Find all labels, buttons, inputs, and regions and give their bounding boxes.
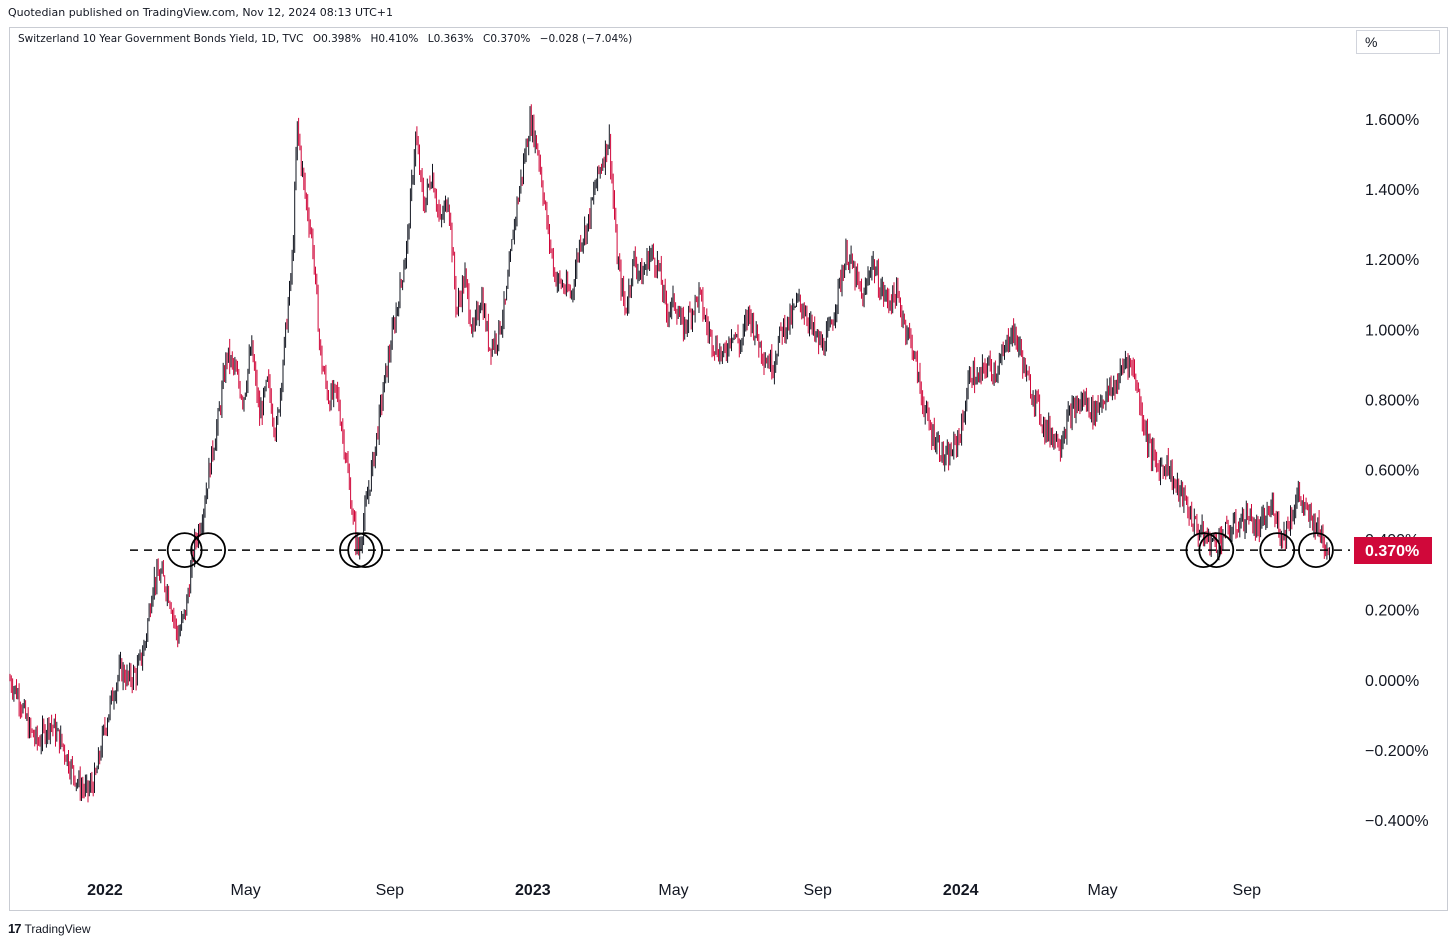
legend-symbol: Switzerland 10 Year Government Bonds Yie… (18, 33, 304, 45)
tradingview-logo-icon: 17 (8, 921, 22, 936)
y-axis: 1.600% 1.400% 1.200% 1.000% 0.800% 0.600% 0.20… (1365, 112, 1429, 830)
last-price-badge (1354, 537, 1432, 564)
chart-frame (9, 27, 1448, 911)
legend-change: −0.028 (−7.04%) (539, 33, 633, 45)
y-tick-label: 1.200% (1365, 252, 1419, 269)
support-touch-marker (339, 532, 375, 569)
y-tick-label: 0.600% (1365, 463, 1419, 480)
symbol-legend: Switzerland 10 Year Government Bonds Yie… (18, 33, 638, 45)
support-touch-marker (1259, 532, 1296, 569)
unit-selector[interactable]: % (1356, 30, 1440, 54)
support-touch-marker (1185, 532, 1222, 569)
x-tick-label: May (1087, 882, 1117, 899)
x-tick-label: Sep (1233, 882, 1262, 899)
x-tick-label: 2023 (515, 882, 551, 899)
support-touch-marker (347, 532, 384, 569)
y-tick-label: 0.800% (1365, 392, 1419, 409)
x-axis: 2022 May Sep 2023 May Sep 2024 May Sep (87, 882, 1261, 899)
x-tick-label: 2024 (943, 882, 979, 899)
support-touch-marker (190, 532, 227, 569)
y-tick-label: 1.000% (1365, 322, 1419, 339)
tradingview-logo: 17 TradingView (8, 921, 91, 936)
y-tick-label: −0.400% (1365, 813, 1429, 830)
last-price-label: 0.400% 0.370% (1354, 532, 1432, 564)
legend-close: C0.370% (482, 33, 531, 45)
legend-high: H0.410% (370, 33, 419, 45)
brand-name: TradingView (24, 921, 91, 936)
price-bars (9, 104, 1330, 803)
x-tick-label: Sep (376, 882, 405, 899)
y-tick-label: 0.000% (1365, 673, 1419, 690)
x-tick-label: May (658, 882, 688, 899)
y-tick-label: 0.200% (1365, 603, 1419, 620)
support-touch-marker (1198, 532, 1235, 569)
support-touch-marker (166, 532, 203, 569)
y-tick-label: 1.600% (1365, 112, 1419, 129)
last-price-text: 0.370% (1365, 543, 1419, 560)
y-tick-label: −0.200% (1365, 743, 1429, 760)
legend-open: O0.398% (312, 33, 362, 45)
y-tick-label: 1.400% (1365, 182, 1419, 199)
legend-low: L0.363% (427, 33, 474, 45)
x-tick-label: Sep (803, 882, 832, 899)
support-annotation (130, 532, 1350, 569)
support-touch-marker (1298, 532, 1334, 569)
x-tick-label: 2022 (87, 882, 123, 899)
publisher-info: Quotedian published on TradingView.com, … (8, 6, 393, 19)
x-tick-label: May (231, 882, 261, 899)
